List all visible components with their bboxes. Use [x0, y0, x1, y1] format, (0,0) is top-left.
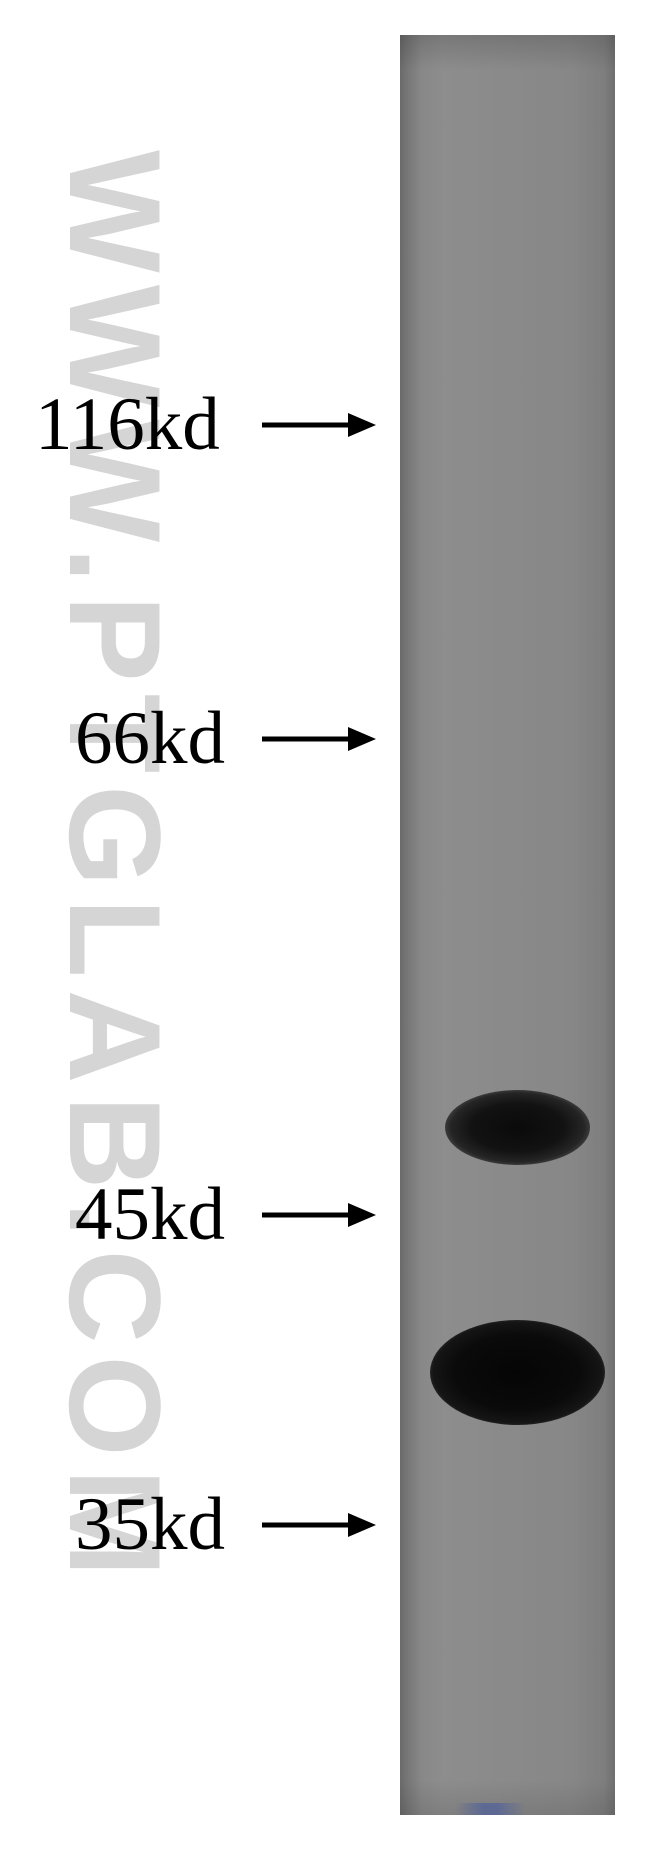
watermark-text: WWW.PTGLAB.COM: [40, 150, 190, 1589]
blot-band-lower: [430, 1320, 605, 1425]
marker-arrow-66kd: [260, 719, 380, 759]
lane-bottom-mark: [455, 1803, 525, 1815]
marker-label-66kd: 66kd: [75, 696, 225, 782]
marker-arrow-45kd: [260, 1195, 380, 1235]
blot-band-upper: [445, 1090, 590, 1165]
marker-arrow-116kd: [260, 405, 380, 445]
marker-label-45kd: 45kd: [75, 1172, 225, 1258]
blot-lane: [400, 35, 615, 1815]
marker-label-35kd: 35kd: [75, 1482, 225, 1568]
marker-label-116kd: 116kd: [35, 382, 220, 468]
marker-arrow-35kd: [260, 1505, 380, 1545]
